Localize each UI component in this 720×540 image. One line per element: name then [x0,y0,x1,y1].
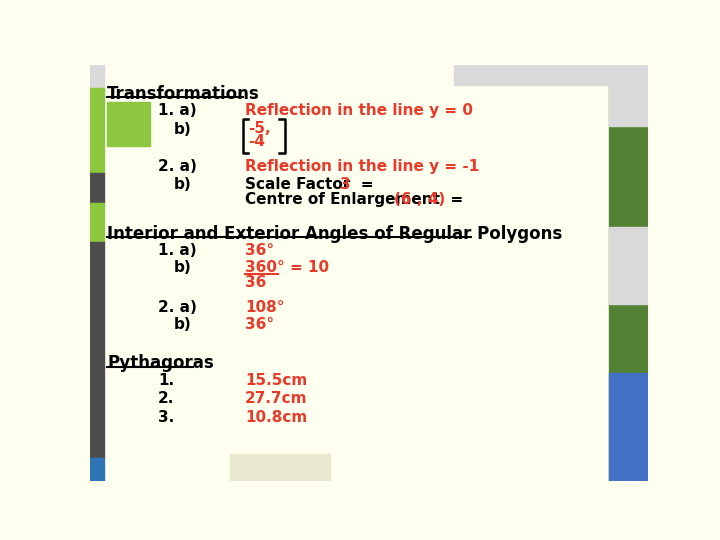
Bar [90,65,104,88]
Text: Centre of Enlargement  =: Centre of Enlargement = [245,192,469,207]
Text: 2. a): 2. a) [158,300,197,315]
Bar [90,242,104,457]
Text: (6 , 4): (6 , 4) [394,192,445,207]
Bar [90,173,104,204]
Text: b): b) [174,260,192,275]
Text: Pythagoras: Pythagoras [107,354,214,372]
Bar [454,65,609,85]
Text: 2.: 2. [158,392,174,406]
Text: 1.: 1. [158,373,174,388]
Text: 3: 3 [340,177,350,192]
Text: 360°: 360° [245,260,284,275]
Text: 36: 36 [245,275,266,290]
Bar [609,65,648,481]
Text: -4: -4 [248,134,265,149]
Text: 15.5cm: 15.5cm [245,373,307,388]
Bar [90,204,104,242]
Text: 27.7cm: 27.7cm [245,392,307,406]
Bar [609,65,648,126]
Bar [90,457,104,481]
Text: b): b) [174,316,192,332]
Bar [609,226,648,303]
Text: = 10: = 10 [290,260,329,275]
Text: 10.8cm: 10.8cm [245,410,307,425]
Text: Scale Factor  =: Scale Factor = [245,177,379,192]
Bar [107,102,150,146]
Text: b): b) [174,122,192,137]
Text: Transformations: Transformations [107,85,260,103]
Bar [230,454,330,481]
Text: 1. a): 1. a) [158,103,197,118]
Text: b): b) [174,177,192,192]
Text: 36°: 36° [245,316,274,332]
Text: Reflection in the line y = -1: Reflection in the line y = -1 [245,159,480,174]
Bar [609,373,648,481]
Text: Interior and Exterior Angles of Regular Polygons: Interior and Exterior Angles of Regular … [107,225,562,243]
Text: 1. a): 1. a) [158,244,197,259]
Text: 2. a): 2. a) [158,159,197,174]
Text: Reflection in the line y = 0: Reflection in the line y = 0 [245,103,473,118]
Text: 3.: 3. [158,410,174,425]
Text: 36°: 36° [245,244,274,259]
Bar [90,88,104,173]
Text: 108°: 108° [245,300,284,315]
Text: -5,: -5, [248,121,271,136]
